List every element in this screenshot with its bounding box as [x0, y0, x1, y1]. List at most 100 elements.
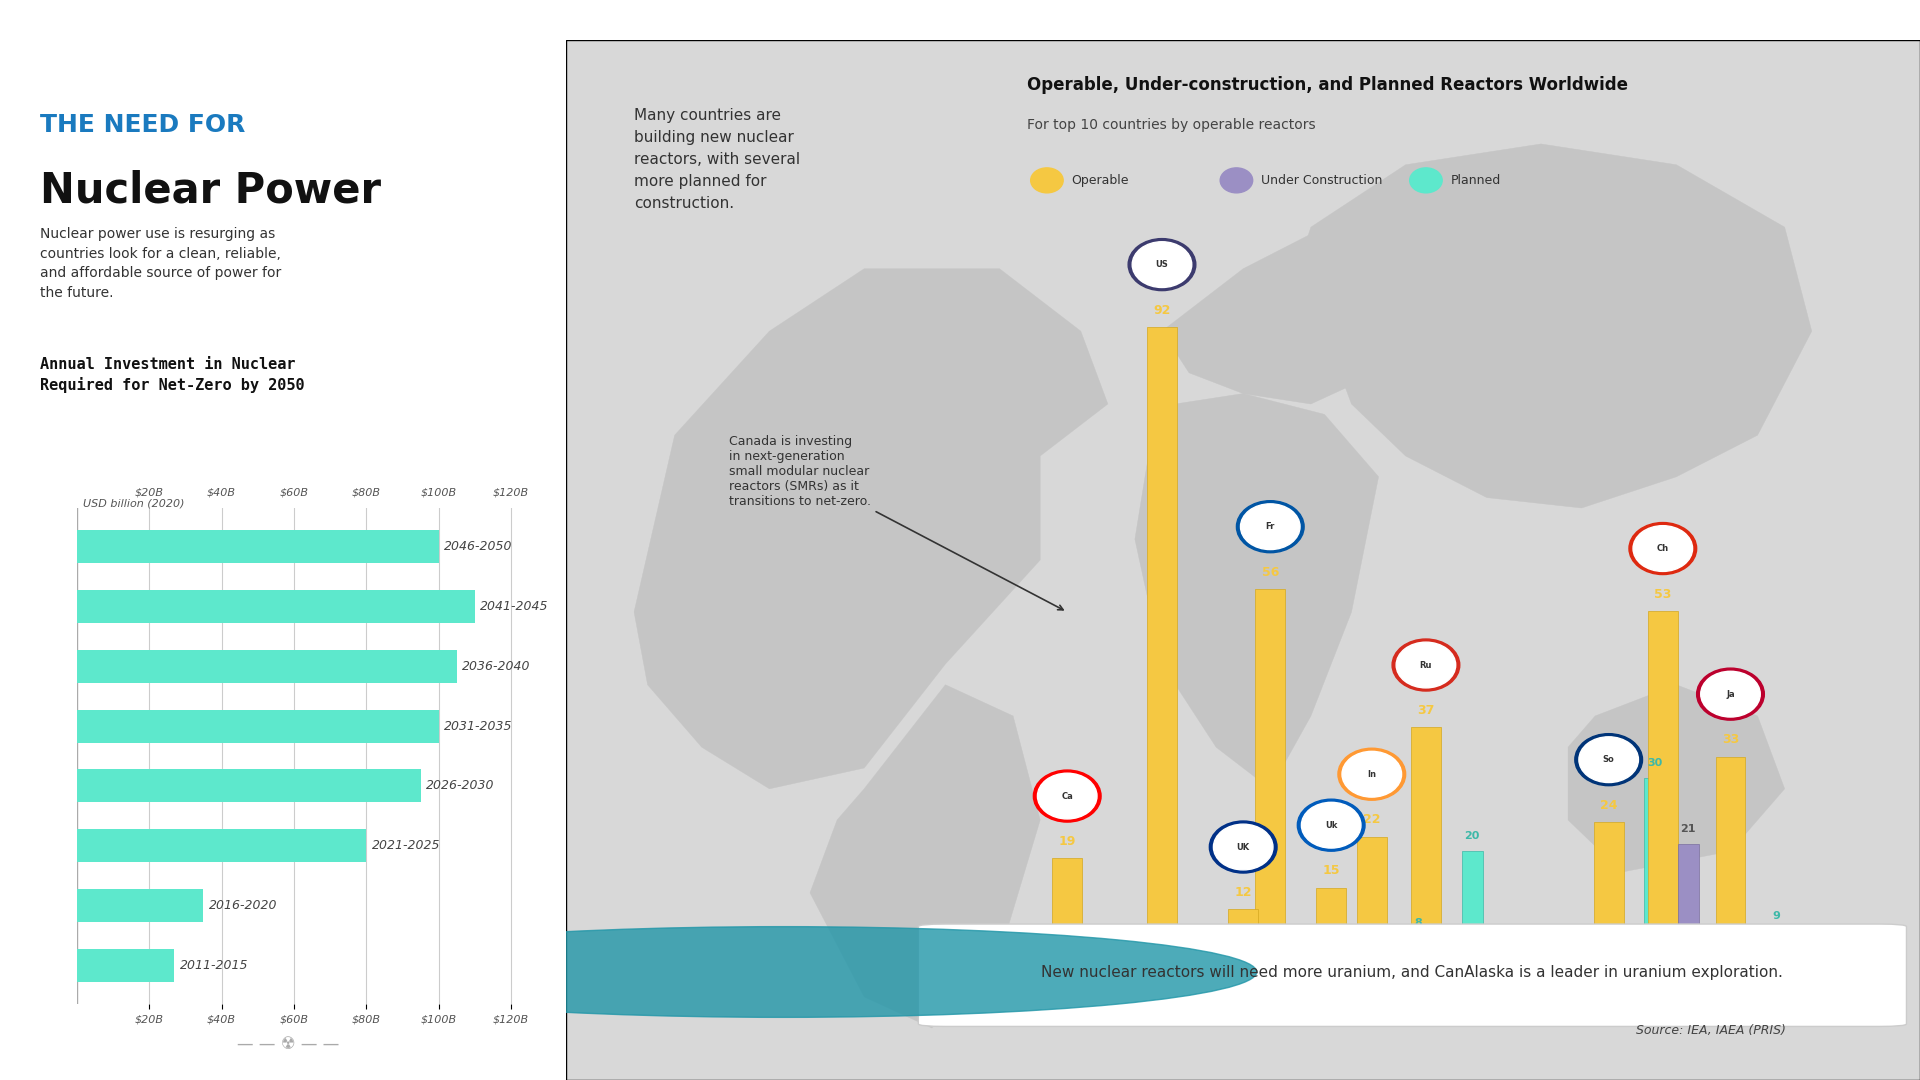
- Bar: [77, 590, 474, 623]
- Text: 2046-2050: 2046-2050: [444, 540, 513, 553]
- Text: 15: 15: [1323, 864, 1340, 877]
- Text: So: So: [1603, 755, 1615, 765]
- Text: Ru: Ru: [1419, 661, 1432, 670]
- FancyBboxPatch shape: [566, 40, 1920, 1080]
- Bar: [1346, 982, 1367, 997]
- Bar: [1647, 611, 1678, 997]
- Bar: [1745, 982, 1766, 997]
- Text: For top 10 countries by operable reactors: For top 10 countries by operable reactor…: [1027, 118, 1315, 132]
- Text: Ch: Ch: [1657, 544, 1668, 553]
- Circle shape: [1342, 752, 1402, 797]
- Text: Many countries are
building new nuclear
reactors, with several
more planned for
: Many countries are building new nuclear …: [634, 108, 801, 212]
- Text: 2016-2020: 2016-2020: [209, 899, 276, 912]
- Text: Nuclear power use is resurging as
countries look for a clean, reliable,
and affo: Nuclear power use is resurging as countr…: [40, 227, 280, 299]
- Text: 2021-2025: 2021-2025: [372, 839, 440, 852]
- Bar: [77, 710, 438, 743]
- Circle shape: [1574, 733, 1642, 785]
- Text: — — ☢ — —: — — ☢ — —: [236, 1035, 340, 1053]
- Text: Operable, Under-construction, and Planned Reactors Worldwide: Operable, Under-construction, and Planne…: [1027, 77, 1628, 94]
- Text: Ja: Ja: [1726, 690, 1736, 699]
- Text: 12: 12: [1235, 886, 1252, 899]
- Bar: [1256, 589, 1284, 997]
- Circle shape: [1133, 242, 1192, 287]
- Bar: [77, 889, 204, 922]
- Text: Source: IEA, IAEA (PRIS): Source: IEA, IAEA (PRIS): [1636, 1024, 1786, 1037]
- Bar: [1678, 843, 1699, 997]
- Text: 2031-2035: 2031-2035: [444, 719, 513, 732]
- Bar: [77, 829, 367, 862]
- Circle shape: [1037, 773, 1096, 819]
- Circle shape: [1634, 526, 1693, 571]
- Text: 2: 2: [1183, 962, 1190, 972]
- Bar: [1766, 931, 1788, 997]
- Bar: [1624, 975, 1644, 997]
- Text: Operable: Operable: [1071, 174, 1129, 187]
- Bar: [1440, 975, 1461, 997]
- Bar: [1411, 728, 1440, 997]
- Bar: [1357, 837, 1386, 997]
- Polygon shape: [1135, 393, 1379, 788]
- Polygon shape: [1298, 144, 1812, 508]
- Circle shape: [1628, 523, 1697, 575]
- Text: Under Construction: Under Construction: [1261, 174, 1382, 187]
- Polygon shape: [1569, 685, 1784, 872]
- Bar: [1284, 989, 1306, 997]
- Polygon shape: [634, 269, 1108, 788]
- Text: 92: 92: [1154, 303, 1171, 316]
- Bar: [77, 769, 420, 802]
- Circle shape: [1236, 501, 1304, 553]
- Circle shape: [1697, 669, 1764, 720]
- Circle shape: [1221, 167, 1252, 193]
- Text: 37: 37: [1417, 704, 1434, 717]
- Text: New nuclear reactors will need more uranium, and CanAlaska is a leader in uraniu: New nuclear reactors will need more uran…: [1041, 964, 1784, 980]
- Text: 2011-2015: 2011-2015: [180, 959, 248, 972]
- FancyBboxPatch shape: [918, 924, 1907, 1026]
- Text: 2026-2030: 2026-2030: [426, 780, 495, 793]
- Circle shape: [309, 927, 1258, 1017]
- Text: 21: 21: [1680, 824, 1695, 834]
- Text: 30: 30: [1647, 758, 1663, 768]
- Text: 3: 3: [1448, 955, 1455, 964]
- Text: Ca: Ca: [1062, 792, 1073, 800]
- Bar: [1146, 327, 1177, 997]
- Text: Canada is investing
in next-generation
small modular nuclear
reactors (SMRs) as : Canada is investing in next-generation s…: [730, 435, 1064, 610]
- Text: 33: 33: [1722, 733, 1740, 746]
- Text: 22: 22: [1363, 813, 1380, 826]
- Bar: [1594, 822, 1624, 997]
- Text: 2036-2040: 2036-2040: [463, 660, 530, 673]
- Text: US: US: [1156, 260, 1169, 269]
- Polygon shape: [810, 685, 1041, 1028]
- Text: 24: 24: [1599, 799, 1617, 812]
- Text: Annual Investment in Nuclear
Required for Net-Zero by 2050: Annual Investment in Nuclear Required fo…: [40, 357, 303, 393]
- Bar: [1644, 779, 1665, 997]
- Bar: [1258, 982, 1279, 997]
- Circle shape: [1392, 639, 1459, 691]
- Text: 3: 3: [1630, 955, 1638, 964]
- Text: Uk: Uk: [1325, 821, 1338, 829]
- Text: Nuclear Power: Nuclear Power: [40, 170, 380, 212]
- Circle shape: [1129, 239, 1196, 291]
- Circle shape: [1409, 167, 1442, 193]
- Circle shape: [1213, 824, 1273, 869]
- Text: 1: 1: [1292, 969, 1300, 980]
- Text: 8: 8: [1413, 918, 1423, 928]
- Circle shape: [1302, 802, 1361, 848]
- Circle shape: [1033, 770, 1100, 822]
- Text: 2: 2: [1751, 962, 1761, 972]
- Bar: [1177, 982, 1198, 997]
- Polygon shape: [1162, 227, 1446, 404]
- Text: 53: 53: [1655, 588, 1672, 600]
- Bar: [1229, 909, 1258, 997]
- Bar: [1052, 859, 1083, 997]
- Text: Planned: Planned: [1450, 174, 1501, 187]
- Circle shape: [1396, 643, 1455, 688]
- Bar: [1386, 968, 1407, 997]
- Circle shape: [1298, 799, 1365, 851]
- Bar: [1461, 851, 1482, 997]
- Bar: [1716, 757, 1745, 997]
- Bar: [77, 530, 438, 563]
- Circle shape: [1210, 821, 1277, 873]
- Text: 20: 20: [1465, 831, 1480, 841]
- Text: THE NEED FOR: THE NEED FOR: [40, 112, 246, 137]
- Circle shape: [1240, 503, 1300, 550]
